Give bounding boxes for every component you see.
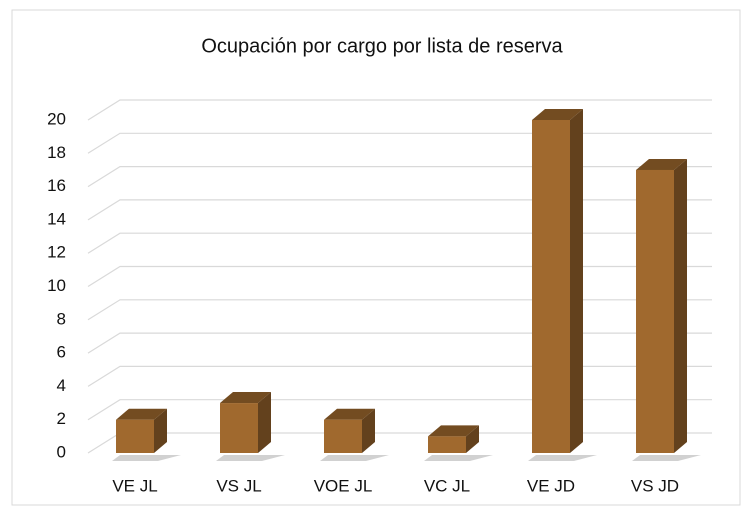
bar-side: [466, 425, 479, 453]
x-tick-label: VS JD: [631, 476, 679, 495]
bar-side: [570, 109, 583, 453]
x-tick-label: VS JL: [216, 476, 261, 495]
bar: [216, 392, 285, 461]
bar: [424, 425, 493, 461]
grid-line: [87, 265, 712, 288]
grid-line: [87, 299, 712, 321]
bar-side: [154, 408, 167, 453]
bar-side: [674, 158, 687, 453]
grid-line: [87, 399, 712, 421]
bar-top: [428, 425, 479, 437]
bar: [112, 408, 181, 461]
bar-shadow: [112, 455, 181, 461]
bar-front: [532, 120, 570, 453]
bar: [320, 408, 389, 461]
y-tick-label: 6: [57, 343, 66, 362]
x-tick-label: VE JL: [112, 476, 157, 495]
y-tick-label: 14: [47, 209, 66, 228]
grid-line: [87, 99, 712, 121]
bar-top: [636, 158, 687, 170]
grid-line: [87, 365, 712, 387]
bar-shadow: [424, 455, 493, 461]
bar-front: [220, 403, 258, 453]
y-tick-label: 12: [47, 243, 66, 262]
y-tick-label: 20: [47, 109, 66, 128]
bar-side: [258, 392, 271, 453]
bar-shadow: [632, 455, 701, 461]
bar-top: [532, 109, 583, 120]
y-tick-label: 8: [57, 309, 66, 328]
x-tick-label: VE JD: [527, 476, 575, 495]
y-tick-label: 2: [57, 409, 66, 428]
bar-front: [324, 419, 362, 453]
grid-line: [87, 199, 712, 221]
bar-front: [428, 436, 466, 453]
bar-shadow: [528, 455, 597, 461]
bar-top: [116, 408, 167, 420]
x-tick-label: VC JL: [424, 476, 470, 495]
y-tick-label: 16: [47, 176, 66, 195]
chart-title: Ocupación por cargo por lista de reserva: [201, 35, 563, 57]
x-tick-label: VOE JL: [314, 476, 373, 495]
grid-line: [87, 232, 712, 254]
bar-front: [116, 419, 154, 453]
y-tick-label: 18: [47, 143, 66, 162]
grid-line: [87, 166, 712, 188]
y-tick-label: 4: [57, 376, 66, 395]
grid-line: [87, 332, 712, 354]
bar-shadow: [320, 455, 389, 461]
y-tick-label: 10: [47, 276, 66, 295]
bar-top: [324, 408, 375, 420]
bar-top: [220, 392, 271, 404]
bar-side: [362, 408, 375, 453]
bar: [632, 158, 701, 461]
bar: [528, 109, 597, 461]
y-tick-label: 0: [57, 442, 66, 461]
bar-shadow: [216, 455, 285, 461]
grid-line: [87, 132, 712, 154]
bar-front: [636, 169, 674, 453]
